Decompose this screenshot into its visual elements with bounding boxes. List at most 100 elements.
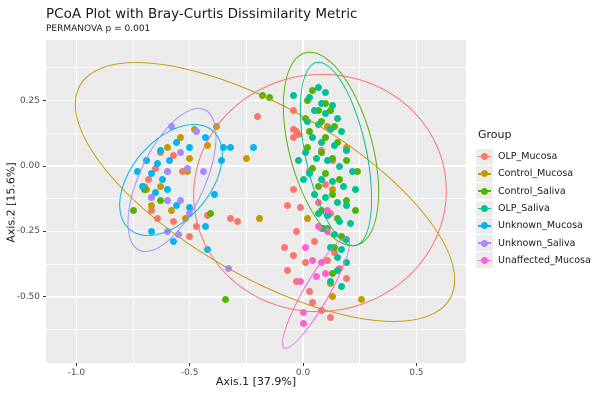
gridline-y-major: [46, 165, 466, 167]
legend-dot-swatch: [481, 239, 488, 247]
data-point-olp_saliva: [335, 217, 343, 225]
legend-key: [476, 183, 493, 200]
data-point-control_mucosa: [181, 214, 189, 222]
data-point-control_saliva: [342, 196, 350, 204]
data-point-unaffected_mucosa: [315, 222, 323, 230]
data-point-olp_saliva: [328, 178, 336, 186]
legend-item-control_saliva: Control_Saliva: [476, 183, 591, 200]
legend-item-unaffected_mucosa: Unaffected_Mucosa: [476, 252, 591, 269]
data-point-olp_mucosa: [290, 251, 298, 259]
data-point-unknown_mucosa: [249, 144, 257, 152]
data-point-olp_mucosa: [292, 277, 300, 285]
data-point-olp_saliva: [322, 193, 330, 201]
legend-dot-swatch: [481, 187, 488, 195]
y-tick-label: 0.25: [19, 95, 40, 106]
legend-key: [476, 165, 493, 182]
data-point-unknown_mucosa: [211, 191, 219, 199]
legend-item-unknown_saliva: Unknown_Saliva: [476, 234, 591, 252]
data-point-olp_mucosa: [233, 217, 241, 225]
data-point-unaffected_mucosa: [301, 243, 309, 251]
data-point-olp_saliva: [335, 162, 343, 170]
data-point-olp_saliva: [331, 141, 339, 149]
gridline-x-major: [302, 40, 304, 363]
data-point-olp_mucosa: [290, 107, 298, 115]
legend-dot-swatch: [481, 222, 488, 230]
data-point-olp_mucosa: [170, 152, 178, 160]
data-point-olp_saliva: [326, 125, 334, 133]
gridline-y-minor: [46, 198, 466, 200]
data-point-unknown_mucosa: [227, 144, 234, 152]
x-tick-label: -0.5: [180, 368, 199, 378]
data-point-control_mucosa: [256, 214, 264, 222]
data-point-olp_mucosa: [331, 248, 339, 256]
data-point-olp_mucosa: [297, 204, 305, 212]
data-point-olp_saliva: [333, 199, 341, 207]
data-point-olp_saliva: [342, 259, 350, 267]
data-point-olp_mucosa: [152, 165, 160, 173]
gridline-x-minor: [132, 40, 134, 363]
legend-item-control_mucosa: Control_Mucosa: [476, 165, 591, 182]
data-point-control_saliva: [322, 170, 330, 178]
x-tick-mark: [302, 363, 304, 366]
data-point-unknown_saliva: [177, 196, 185, 204]
data-point-control_saliva: [258, 91, 266, 99]
data-point-control_saliva: [328, 154, 336, 162]
data-point-olp_saliva: [349, 167, 357, 175]
data-point-olp_mucosa: [170, 217, 178, 225]
data-point-olp_mucosa: [290, 186, 298, 194]
data-point-control_mucosa: [304, 214, 312, 222]
data-point-unknown_mucosa: [147, 170, 155, 178]
data-point-olp_mucosa: [292, 227, 300, 235]
data-point-olp_mucosa: [308, 298, 316, 306]
gridline-y-minor: [46, 263, 466, 265]
data-point-control_saliva: [322, 99, 330, 107]
data-point-control_saliva: [129, 207, 137, 215]
data-point-control_mucosa: [186, 154, 194, 162]
data-point-control_saliva: [328, 191, 336, 199]
data-point-olp_saliva: [322, 110, 330, 118]
data-point-unknown_mucosa: [156, 146, 164, 154]
data-point-unknown_mucosa: [163, 186, 171, 194]
data-point-olp_mucosa: [315, 199, 323, 207]
data-point-unknown_mucosa: [186, 204, 194, 212]
y-tick-label: -0.50: [16, 291, 40, 302]
x-tick-mark: [75, 363, 77, 366]
data-point-control_mucosa: [177, 133, 185, 141]
data-point-olp_saliva: [342, 146, 350, 154]
data-point-olp_mucosa: [227, 214, 234, 222]
data-point-olp_saliva: [313, 154, 321, 162]
legend-dot-swatch: [481, 153, 488, 161]
data-point-olp_saliva: [338, 128, 346, 136]
gridline-x-major: [415, 40, 417, 363]
data-point-control_mucosa: [358, 296, 366, 304]
data-point-unknown_mucosa: [154, 159, 162, 167]
data-point-olp_saliva: [342, 201, 350, 209]
plot-subtitle: PERMANOVA p = 0.001: [46, 24, 151, 34]
data-point-olp_saliva: [315, 120, 323, 128]
data-point-unknown_mucosa: [217, 157, 225, 165]
legend-key: [476, 235, 493, 252]
data-point-control_saliva: [335, 175, 343, 183]
data-point-unaffected_mucosa: [324, 227, 332, 235]
gridline-x-major: [75, 40, 77, 363]
data-point-unaffected_mucosa: [308, 256, 316, 264]
y-tick-mark: [43, 100, 46, 101]
data-point-control_saliva: [156, 196, 164, 204]
data-point-unknown_mucosa: [220, 144, 228, 152]
data-point-control_saliva: [342, 157, 350, 165]
data-point-unknown_saliva: [147, 193, 155, 201]
data-point-control_mucosa: [147, 201, 155, 209]
confidence-ellipse-control_mucosa: [46, 40, 466, 363]
gridline-y-major: [46, 230, 466, 233]
data-point-control_saliva: [326, 107, 334, 115]
x-axis-title: Axis.1 [37.9%]: [215, 375, 297, 388]
data-point-olp_saliva: [294, 157, 302, 165]
data-point-olp_mucosa: [154, 214, 162, 222]
legend: Group OLP_Mucosa Control_Mucosa Control_Sa…: [476, 128, 591, 269]
data-point-control_mucosa: [213, 123, 221, 131]
data-point-olp_mucosa: [326, 314, 334, 322]
legend-key: [476, 217, 493, 234]
gridline-y-minor: [46, 67, 466, 69]
legend-item-label: OLP_Mucosa: [498, 151, 558, 163]
data-point-control_mucosa: [328, 293, 336, 301]
